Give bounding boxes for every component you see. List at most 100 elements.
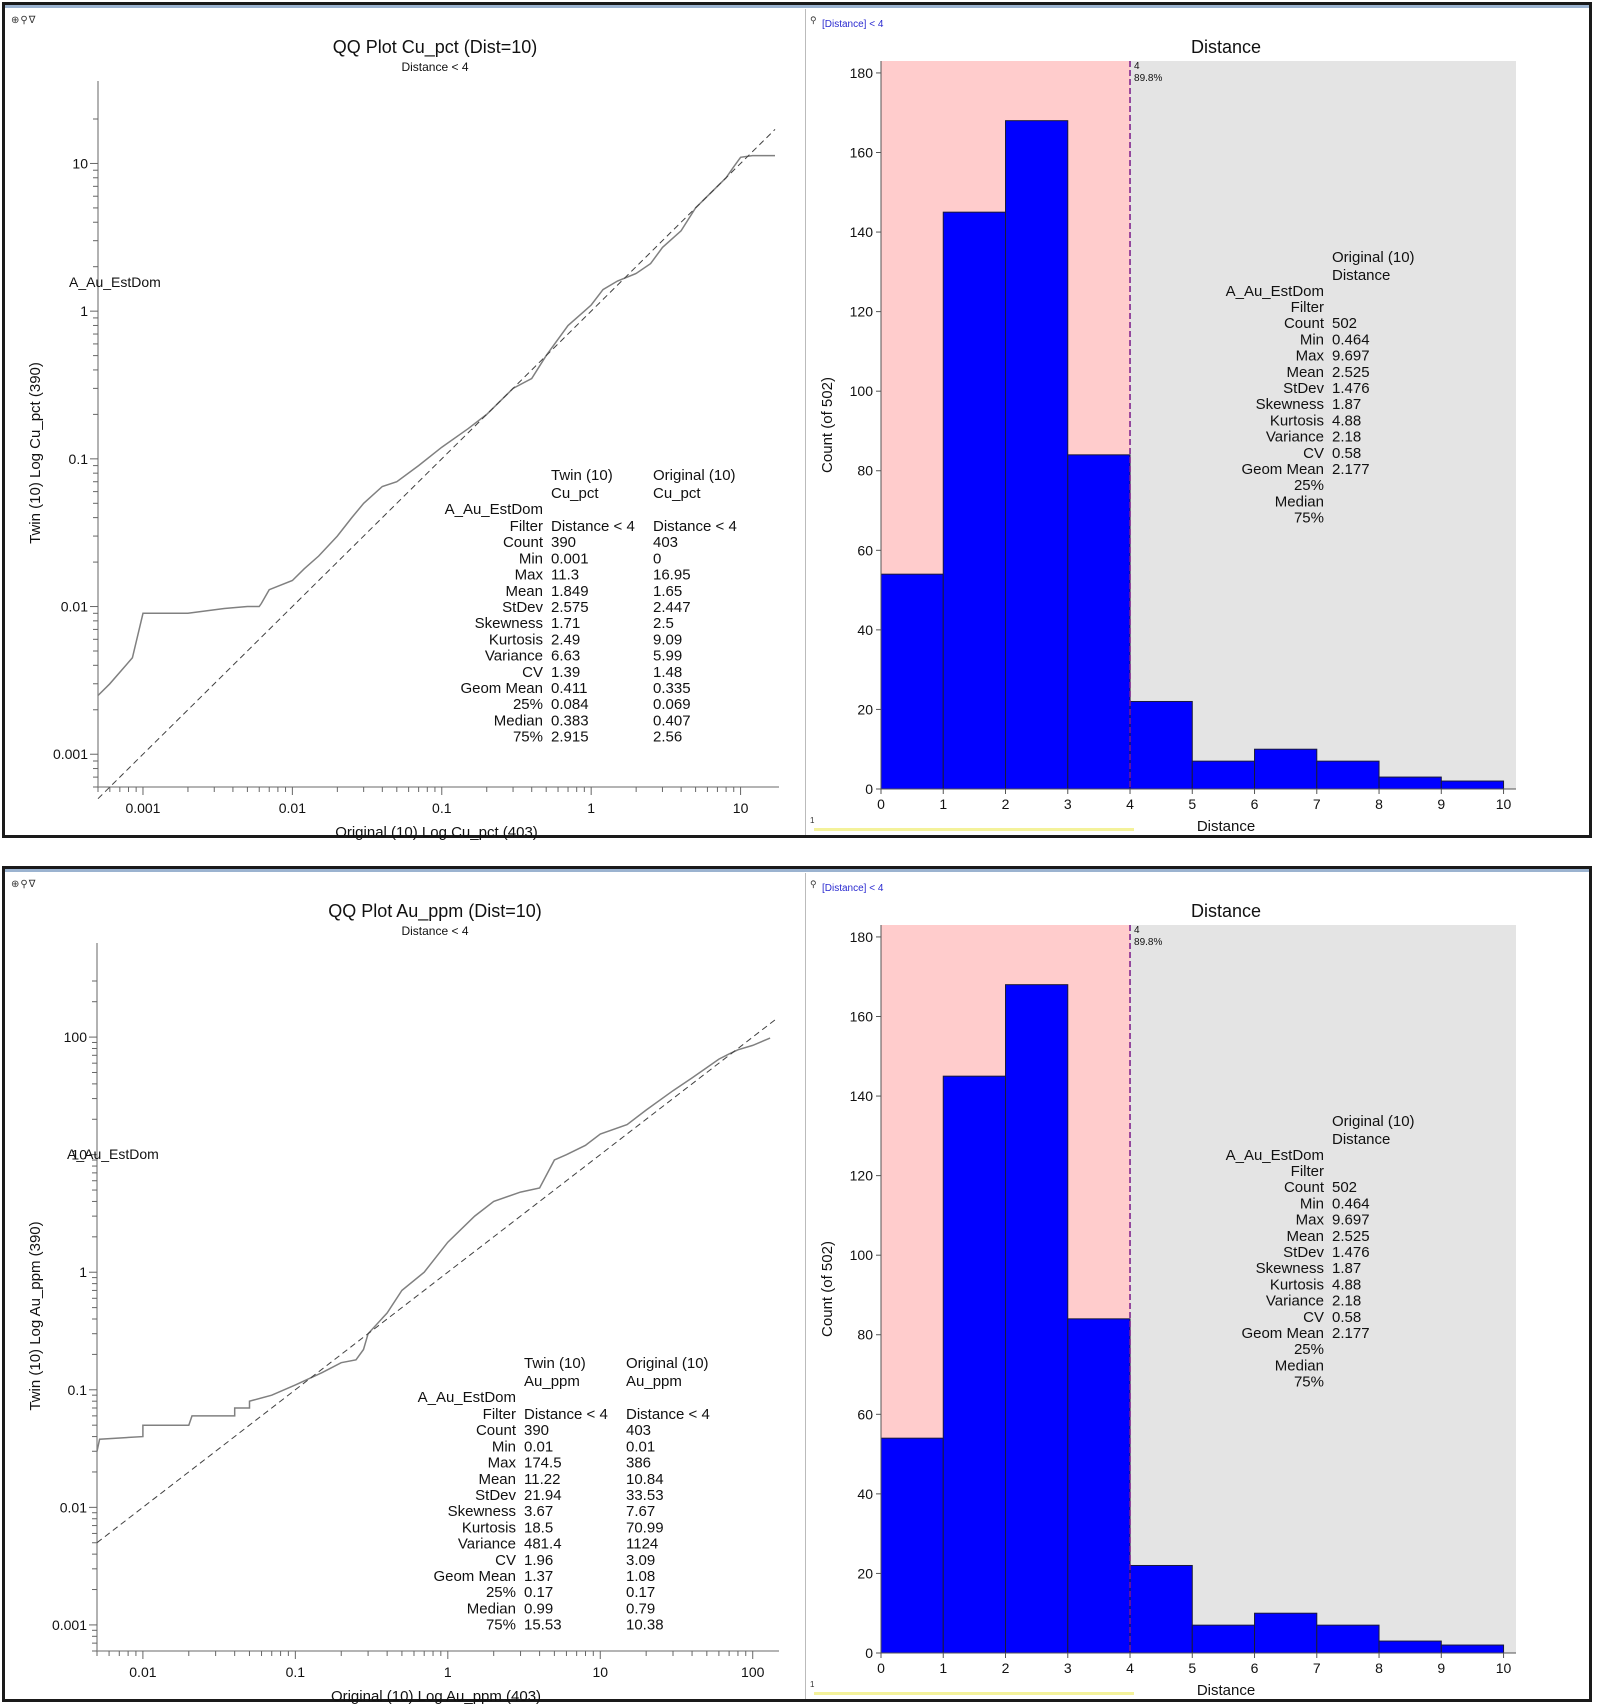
stats-original-value: 9.09 — [653, 631, 682, 648]
pin-icon[interactable]: ⚲ — [810, 15, 817, 25]
stats-original-value: 5.99 — [653, 648, 682, 665]
stats-twin-value: Distance < 4 — [524, 1406, 608, 1423]
stats-value: 0.464 — [1332, 331, 1370, 348]
x-tick-label: 6 — [1251, 796, 1259, 812]
y-tick-label: 40 — [857, 622, 873, 638]
y-tick-label: 160 — [850, 144, 874, 160]
y-tick-label: 120 — [850, 1168, 874, 1184]
x-tick-label: 10 — [733, 800, 749, 816]
stats-row-label: 25% — [513, 696, 543, 713]
filter-expression-link[interactable]: [Distance] < 4 — [822, 883, 884, 894]
stats-row-label: Median — [1275, 1357, 1324, 1374]
stats-row-label: Median — [1275, 493, 1324, 510]
stats-row-label: StDev — [1283, 1244, 1324, 1261]
y-axis-label: Count (of 502) — [819, 377, 836, 473]
stats-domain: A_Au_EstDom — [418, 1389, 516, 1406]
stats-original-value: 2.447 — [653, 599, 691, 616]
pin-icon[interactable]: ⚲ — [810, 879, 817, 889]
stats-twin-value: 0.411 — [551, 680, 587, 697]
stats-value: 2.177 — [1332, 461, 1370, 478]
stats-row-label: Filter — [510, 518, 543, 535]
stats-original-value: 0.407 — [653, 712, 691, 729]
stats-twin-value: 0.99 — [524, 1600, 553, 1617]
stats-twin-value: 0.383 — [551, 712, 589, 729]
stats-original-value: 1.48 — [653, 664, 682, 681]
stats-row-label: Geom Mean — [460, 680, 543, 697]
stats-twin-value: 174.5 — [524, 1455, 562, 1472]
stats-twin-value: 1.39 — [551, 664, 580, 681]
stats-row-label: Geom Mean — [1241, 1325, 1324, 1342]
stats-row-label: Variance — [1266, 429, 1324, 446]
stats-value: 502 — [1332, 315, 1357, 332]
x-tick-label: 10 — [1496, 1660, 1512, 1676]
stats-twin-value: 390 — [551, 534, 576, 551]
y-tick-label: 140 — [850, 224, 874, 240]
stats-row-label: Median — [467, 1600, 516, 1617]
stats-twin-value: 2.49 — [551, 631, 580, 648]
stats-twin-value: 21.94 — [524, 1487, 562, 1504]
qq-curve — [96, 1037, 771, 1452]
y-axis-label: Twin (10) Log Au_ppm (390) — [27, 1221, 44, 1410]
stats-twin-value: 390 — [524, 1422, 549, 1439]
y-tick-label: 80 — [857, 1327, 873, 1343]
y-axis-label: Twin (10) Log Cu_pct (390) — [27, 362, 44, 544]
x-tick-label: 7 — [1313, 796, 1321, 812]
stats-twin-value: 0.084 — [551, 696, 589, 713]
cutoff-label: 4 — [1134, 61, 1140, 72]
y-tick-label: 100 — [850, 383, 874, 399]
stats-row-label: Skewness — [448, 1503, 516, 1520]
stats-original-value: 0.069 — [653, 696, 691, 713]
y-tick-label: 80 — [857, 463, 873, 479]
chart-title: QQ Plot Au_ppm (Dist=10) — [328, 901, 542, 922]
stats-value: 1.476 — [1332, 1244, 1370, 1261]
y-tick-label: 0 — [865, 781, 873, 797]
stats-twin-value: 0.001 — [551, 550, 589, 567]
stats-row-label: 75% — [1294, 1374, 1324, 1391]
x-tick-label: 9 — [1437, 1660, 1445, 1676]
chart-title: QQ Plot Cu_pct (Dist=10) — [333, 37, 538, 58]
stats-row-label: Variance — [1266, 1293, 1324, 1310]
stats-row-label: Max — [515, 567, 544, 584]
stats-domain: A_Au_EstDom — [1226, 1147, 1324, 1164]
histogram-bar — [1191, 1624, 1256, 1654]
filter-expression-link[interactable]: [Distance] < 4 — [822, 19, 884, 30]
chart-subtitle: Distance < 4 — [401, 924, 468, 938]
stats-col-header: Cu_pct — [653, 485, 701, 502]
stats-row-label: 25% — [1294, 477, 1324, 494]
stats-row-label: Kurtosis — [462, 1519, 516, 1536]
stats-col-header: Au_ppm — [626, 1373, 682, 1390]
x-tick-label: 0.1 — [286, 1664, 306, 1680]
stats-row-label: Variance — [458, 1536, 516, 1553]
x-axis-label: Original (10) Log Cu_pct (403) — [335, 824, 538, 841]
y-tick-label: 0.01 — [61, 599, 88, 615]
stats-row-label: Min — [1300, 1195, 1324, 1212]
y-tick-label: 1 — [80, 303, 88, 319]
chart-title: Distance — [1191, 901, 1261, 921]
stats-row-label: Count — [1284, 1179, 1325, 1196]
x-tick-label: 5 — [1188, 1660, 1196, 1676]
y-tick-label: 0.001 — [52, 1617, 87, 1633]
x-tick-label: 0.001 — [125, 800, 160, 816]
stats-row-label: 75% — [486, 1617, 516, 1634]
x-tick-label: 0.01 — [129, 1664, 156, 1680]
x-tick-label: 1 — [939, 796, 947, 812]
chart-title: Distance — [1191, 37, 1261, 57]
stats-row-label: 25% — [1294, 1341, 1324, 1358]
toolbar-icons[interactable]: ⊕⚲∇ — [11, 879, 37, 890]
toolbar-icons[interactable]: ⊕⚲∇ — [11, 15, 37, 26]
stats-row-label: Min — [1300, 331, 1324, 348]
stats-value: 0.464 — [1332, 1195, 1370, 1212]
stats-row-label: Kurtosis — [489, 631, 543, 648]
stats-value: 502 — [1332, 1179, 1357, 1196]
x-tick-label: 1 — [939, 1660, 947, 1676]
y-tick-label: 60 — [857, 542, 873, 558]
histogram-bar — [1440, 780, 1505, 790]
y-tick-label: 100 — [64, 1029, 88, 1045]
x-tick-label: 6 — [1251, 1660, 1259, 1676]
chart-subtitle: Distance < 4 — [401, 60, 468, 74]
histogram-bar — [1067, 1318, 1131, 1654]
stats-row-label: Kurtosis — [1270, 1276, 1324, 1293]
stats-twin-value: 2.575 — [551, 599, 589, 616]
stats-value: 2.18 — [1332, 1293, 1361, 1310]
